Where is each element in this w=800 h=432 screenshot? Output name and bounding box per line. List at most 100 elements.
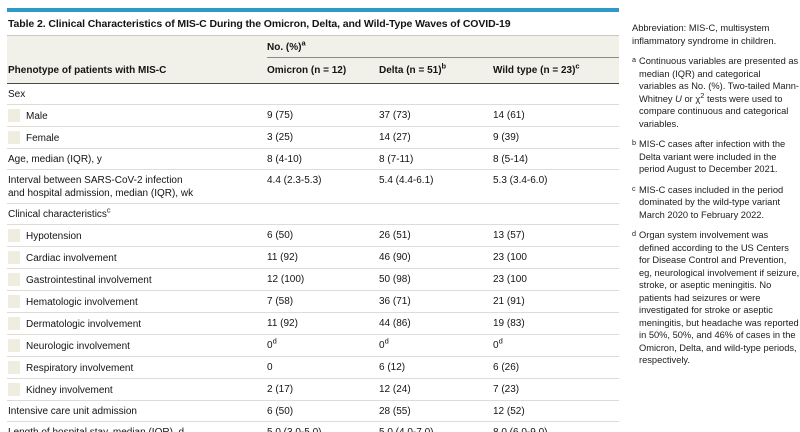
row-label: Respiratory involvement — [7, 357, 267, 378]
row-label: Female — [7, 127, 267, 148]
value-cell — [493, 204, 619, 211]
table-body: Sex Male 9 (75) 37 (73) 14 (61) Female 3 (25) 1… — [7, 84, 619, 432]
indent-marker — [8, 339, 20, 352]
row-label-text: Hypotension — [26, 231, 82, 242]
footnote-text: U — [675, 93, 682, 104]
row-label: Dermatologic involvement — [7, 313, 267, 334]
row-label-text: Respiratory involvement — [26, 363, 134, 374]
indent-marker — [8, 109, 20, 122]
row-label: Clinical characteristicsc — [7, 204, 267, 224]
row-label: Length of hospital stay, median (IQR), d — [7, 422, 267, 432]
indent-marker — [8, 131, 20, 144]
row-label-text: Male — [26, 111, 48, 122]
table-title: Table 2. Clinical Characteristics of MIS… — [7, 12, 619, 36]
value-cell: 7 (23) — [493, 384, 520, 395]
value-cell: 23 (100 — [493, 252, 527, 263]
value-cell: 12 (24) — [379, 384, 411, 395]
spanner-row: No. (%)a — [7, 36, 619, 58]
row-label-text: Neurologic involvement — [26, 341, 130, 352]
footnote-letter: a — [632, 55, 636, 64]
value-cell: 6 (50) — [267, 230, 294, 241]
table-row: Hypotension 6 (50) 26 (51) 13 (57) — [7, 224, 619, 246]
table-row: Gastrointestinal involvement 12 (100) 50 (… — [7, 268, 619, 290]
row-label: Cardiac involvement — [7, 247, 267, 268]
superscript-mark: b — [441, 61, 447, 71]
value-cell: 5.4 (4.4-6.1) — [379, 175, 434, 186]
value-cell: 13 (57) — [493, 230, 525, 241]
value-cell: 6 (26) — [493, 362, 520, 373]
footnote-b: b MIS-C cases after infection with the De… — [632, 138, 800, 176]
column-header-0: Omicron (n = 12) — [267, 65, 347, 76]
value-cell: 5.0 (3.0-5.0) — [267, 422, 379, 432]
value-cell — [267, 84, 379, 91]
row-label: Intensive care unit admission — [7, 401, 267, 421]
table2-panel: Table 2. Clinical Characteristics of MIS… — [7, 8, 619, 432]
value-cell: 0d — [493, 336, 503, 351]
row-label-text: Sex — [8, 89, 26, 100]
value-cell — [379, 204, 493, 211]
value-cell: 7 (58) — [267, 296, 294, 307]
superscript-mark: d — [384, 336, 389, 346]
row-label: Male — [7, 105, 267, 126]
superscript-mark: c — [575, 61, 580, 71]
value-cell: 6 (12) — [379, 362, 406, 373]
row-label-text: Interval between SARS-CoV-2 infection an… — [8, 175, 194, 199]
indent-marker — [8, 317, 20, 330]
value-cell: 8 (7-11) — [379, 154, 414, 165]
footnote-text: 2 — [700, 90, 705, 100]
value-cell: 12 (52) — [493, 406, 525, 417]
footnote-letter: c — [632, 183, 636, 193]
value-cell: 50 (98) — [379, 274, 411, 285]
value-cell: 19 (83) — [493, 318, 525, 329]
table-row: Respiratory involvement 0 6 (12) 6 (26) — [7, 356, 619, 378]
row-label-text: Dermatologic involvement — [26, 319, 142, 330]
indent-marker — [8, 229, 20, 242]
value-cell: 5.0 (4.0-7.0) — [379, 422, 493, 432]
value-cell: 0d — [267, 336, 277, 351]
row-label: Age, median (IQR), y — [7, 149, 267, 169]
row-label-text: Age, median (IQR), y — [8, 154, 102, 165]
footnote-text: Continuous variables are presented as me… — [639, 56, 800, 104]
value-cell: 11 (92) — [267, 318, 298, 329]
row-label-text: Hematologic involvement — [26, 297, 138, 308]
value-cell: 8 (5-14) — [493, 154, 529, 165]
value-cell: 44 (86) — [379, 318, 411, 329]
value-cell: 28 (55) — [379, 406, 411, 417]
value-cell — [379, 84, 493, 91]
value-cell — [493, 84, 619, 91]
table-row: Interval between SARS-CoV-2 infection an… — [7, 169, 619, 203]
value-cell: 6 (50) — [267, 406, 294, 417]
row-label: Kidney involvement — [7, 379, 267, 400]
value-cell: 11 (92) — [267, 252, 298, 263]
value-cell: 8.0 (6.0-9.0) — [493, 422, 619, 432]
indent-marker — [8, 251, 20, 264]
row-label-text: Female — [26, 133, 60, 144]
value-cell: 4.4 (2.3-5.3) — [267, 175, 322, 186]
table-row: Intensive care unit admission 6 (50) 28 (5… — [7, 400, 619, 421]
indent-marker — [8, 273, 20, 286]
row-label: Interval between SARS-CoV-2 infection an… — [7, 170, 267, 203]
table-row: Male 9 (75) 37 (73) 14 (61) — [7, 104, 619, 126]
table-row: Clinical characteristicsc — [7, 203, 619, 224]
table-row: Hematologic involvement 7 (58) 36 (71) 21 (… — [7, 290, 619, 312]
row-label: Hematologic involvement — [7, 291, 267, 312]
row-label: Neurologic involvement — [7, 335, 267, 356]
indent-marker — [8, 383, 20, 396]
table-row: Sex — [7, 84, 619, 104]
footnote-text: tests were used to compare continuous an… — [639, 93, 789, 129]
value-cell: 9 (39) — [493, 132, 520, 143]
footnote-text: MIS-C cases after infection with the Del… — [639, 139, 786, 174]
table-row: Age, median (IQR), y 8 (4-10) 8 (7-11) 8 (5… — [7, 148, 619, 169]
superscript-mark: c — [106, 205, 111, 215]
row-label: Gastrointestinal involvement — [7, 269, 267, 290]
column-header-row: Phenotype of patients with MIS-C Omicron… — [7, 58, 619, 84]
table-row: Dermatologic involvement 11 (92) 44 (86) 19… — [7, 312, 619, 334]
row-label-text: Cardiac involvement — [26, 253, 117, 264]
table-row: Kidney involvement 2 (17) 12 (24) 7 (23) — [7, 378, 619, 400]
value-cell: 46 (90) — [379, 252, 411, 263]
footnote-text: or χ — [681, 93, 701, 104]
footnote-letter: d — [632, 229, 636, 238]
value-cell: 14 (61) — [493, 110, 525, 121]
value-cell: 12 (100) — [267, 274, 305, 285]
